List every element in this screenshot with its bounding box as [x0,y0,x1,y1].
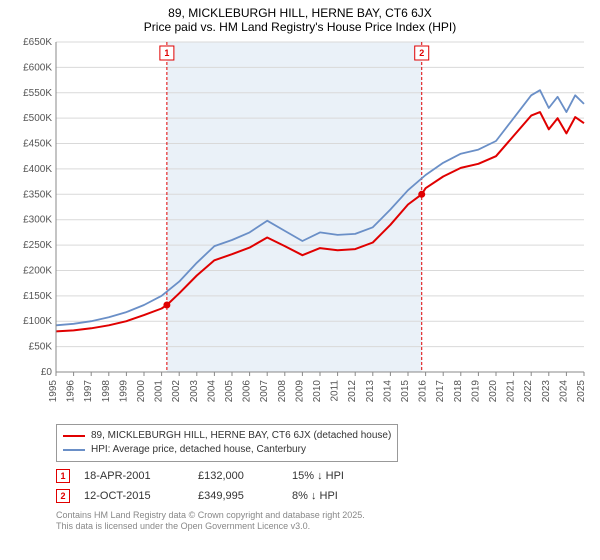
footer-line1: Contains HM Land Registry data © Crown c… [56,510,590,521]
svg-text:2022: 2022 [523,380,534,403]
chart-title-address: 89, MICKLEBURGH HILL, HERNE BAY, CT6 6JX [10,6,590,20]
marker-diff: 15% ↓ HPI [292,470,402,482]
svg-text:2006: 2006 [242,380,253,403]
legend-swatch [63,435,85,437]
svg-text:2010: 2010 [312,380,323,403]
svg-text:2024: 2024 [558,380,569,403]
chart-svg: £0 £50K £100K £150K £200K £250K £300K £350K £400… [10,38,590,418]
svg-text:£150K: £150K [23,291,52,302]
svg-text:2: 2 [419,48,424,58]
marker-row: 1 18-APR-2001 £132,000 15% ↓ HPI [56,466,590,486]
svg-text:2015: 2015 [400,380,411,403]
marker-id-box: 2 [56,489,70,503]
svg-text:£450K: £450K [23,139,52,150]
svg-text:1997: 1997 [83,380,94,403]
svg-text:£650K: £650K [23,38,52,48]
svg-text:1: 1 [164,48,169,58]
svg-text:£500K: £500K [23,113,52,124]
marker-id-box: 1 [56,469,70,483]
svg-text:2011: 2011 [330,380,341,402]
chart-title-sub: Price paid vs. HM Land Registry's House … [10,20,590,34]
svg-text:£100K: £100K [23,316,52,327]
marker-table: 1 18-APR-2001 £132,000 15% ↓ HPI 2 12-OCT-201… [56,466,590,506]
footer-line2: This data is licensed under the Open Gov… [56,521,590,532]
legend-row: HPI: Average price, detached house, Cant… [63,443,391,457]
svg-text:2002: 2002 [171,380,182,403]
svg-text:2013: 2013 [365,380,376,403]
legend-label: HPI: Average price, detached house, Cant… [91,443,306,457]
svg-text:2005: 2005 [224,380,235,403]
chart-container: 89, MICKLEBURGH HILL, HERNE BAY, CT6 6JX… [0,0,600,532]
svg-text:1995: 1995 [48,380,59,403]
chart-area: £0 £50K £100K £150K £200K £250K £300K £350K £400… [10,38,590,418]
svg-text:2020: 2020 [488,380,499,403]
svg-text:2014: 2014 [382,380,393,403]
title-block: 89, MICKLEBURGH HILL, HERNE BAY, CT6 6JX… [10,6,590,34]
marker-date: 12-OCT-2015 [84,490,184,502]
svg-text:£400K: £400K [23,164,52,175]
legend: 89, MICKLEBURGH HILL, HERNE BAY, CT6 6JX… [56,424,398,462]
svg-text:2018: 2018 [453,380,464,403]
legend-row: 89, MICKLEBURGH HILL, HERNE BAY, CT6 6JX… [63,429,391,443]
svg-text:1998: 1998 [101,380,112,403]
svg-text:1999: 1999 [118,380,129,403]
marker-price: £349,995 [198,490,278,502]
svg-text:2003: 2003 [189,380,200,403]
svg-text:2016: 2016 [418,380,429,403]
svg-text:2025: 2025 [576,380,587,403]
svg-text:2017: 2017 [435,380,446,403]
marker-diff: 8% ↓ HPI [292,490,402,502]
svg-text:2021: 2021 [506,380,517,403]
marker-row: 2 12-OCT-2015 £349,995 8% ↓ HPI [56,486,590,506]
svg-text:£250K: £250K [23,240,52,251]
svg-text:2008: 2008 [277,380,288,403]
svg-text:£300K: £300K [23,215,52,226]
svg-text:2019: 2019 [470,380,481,403]
marker-price: £132,000 [198,470,278,482]
svg-text:£550K: £550K [23,88,52,99]
svg-text:£50K: £50K [29,342,53,353]
svg-text:2023: 2023 [541,380,552,403]
svg-text:1996: 1996 [66,380,77,403]
svg-text:2009: 2009 [294,380,305,403]
svg-text:2007: 2007 [259,380,270,403]
svg-text:£350K: £350K [23,189,52,200]
svg-text:2004: 2004 [206,380,217,403]
svg-text:£200K: £200K [23,265,52,276]
svg-text:£0: £0 [41,367,53,378]
svg-text:2000: 2000 [136,380,147,403]
legend-label: 89, MICKLEBURGH HILL, HERNE BAY, CT6 6JX… [91,429,391,443]
footer: Contains HM Land Registry data © Crown c… [56,510,590,532]
svg-text:2001: 2001 [154,380,165,403]
svg-text:2012: 2012 [347,380,358,403]
legend-swatch [63,449,85,451]
marker-date: 18-APR-2001 [84,470,184,482]
svg-text:£600K: £600K [23,62,52,73]
